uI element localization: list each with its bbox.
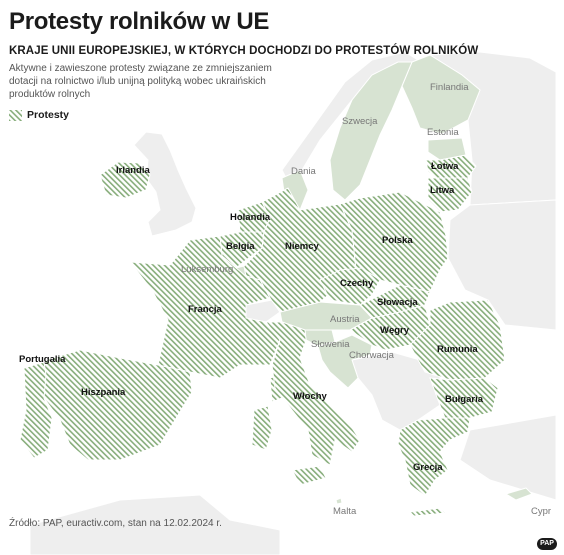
label-lotwa: Łotwa xyxy=(431,161,459,172)
non-eu-land xyxy=(29,51,557,555)
page-title: Protesty rolników w UE xyxy=(9,8,270,35)
label-estonia: Estonia xyxy=(427,127,459,138)
portugal-shape xyxy=(19,361,53,459)
label-bulgaria: Bułgaria xyxy=(445,394,484,405)
sardinia-shape xyxy=(251,405,273,451)
label-holandia: Holandia xyxy=(230,212,271,223)
legend-hatch-swatch xyxy=(9,109,22,121)
great-britain-land xyxy=(133,131,197,237)
label-belgia: Belgia xyxy=(226,241,255,252)
ireland-shape xyxy=(99,161,151,199)
label-hiszpania: Hiszpania xyxy=(81,387,126,398)
legend-label-protests: Protesty xyxy=(27,109,70,121)
source-note: Źródło: PAP, euractiv.com, stan na 12.02… xyxy=(9,518,222,529)
label-francja: Francja xyxy=(188,304,222,315)
legend: Protesty xyxy=(9,108,69,122)
sweden-shape xyxy=(329,61,413,201)
bulgaria-shape xyxy=(429,377,499,419)
lithuania-shape xyxy=(427,177,473,213)
label-cypr: Cypr xyxy=(531,506,552,517)
label-wlochy: Włochy xyxy=(293,391,327,402)
greece-shape xyxy=(397,417,471,497)
malta-shape xyxy=(335,497,343,505)
label-irlandia: Irlandia xyxy=(116,165,150,176)
other-eu-countries xyxy=(235,54,533,505)
romania-shape xyxy=(409,299,506,381)
label-niemcy: Niemcy xyxy=(285,241,319,252)
label-czechy: Czechy xyxy=(340,278,374,289)
label-wegry: Węgry xyxy=(380,325,410,336)
spain-shape xyxy=(41,349,193,461)
label-chorwacja: Chorwacja xyxy=(349,350,394,361)
label-slowacja: Słowacja xyxy=(377,297,418,308)
label-malta: Malta xyxy=(333,506,357,517)
label-litwa: Litwa xyxy=(430,185,455,196)
crete-shape xyxy=(408,507,448,517)
label-polska: Polska xyxy=(382,235,413,246)
turkey-land xyxy=(459,414,557,501)
italy-shape xyxy=(264,321,361,466)
page-subtitle: KRAJE UNII EUROPEJSKIEJ, W KTÓRYCH DOCHO… xyxy=(9,45,479,57)
description-text: Aktywne i zawieszone protesty związane z… xyxy=(9,63,272,100)
latvia-shape xyxy=(425,154,477,181)
sicily-shape xyxy=(291,465,327,486)
label-szwecja: Szwecja xyxy=(342,116,378,127)
label-portugalia: Portugalia xyxy=(19,354,66,365)
label-grecja: Grecja xyxy=(413,462,443,473)
finland-shape xyxy=(401,54,481,135)
label-rumunia: Rumunia xyxy=(437,344,478,355)
label-dania: Dania xyxy=(291,166,316,177)
croatia-shape xyxy=(317,334,373,389)
africa-land xyxy=(29,494,281,555)
label-austria: Austria xyxy=(330,314,360,325)
label-luksemburg: Luksemburg xyxy=(181,264,234,275)
pap-logo: PAP xyxy=(537,538,557,550)
cyprus-shape xyxy=(504,487,533,501)
czechia-shape xyxy=(319,267,381,306)
label-slowenia: Słowenia xyxy=(311,339,350,350)
protest-countries xyxy=(19,154,506,517)
label-finlandia: Finlandia xyxy=(430,82,469,93)
